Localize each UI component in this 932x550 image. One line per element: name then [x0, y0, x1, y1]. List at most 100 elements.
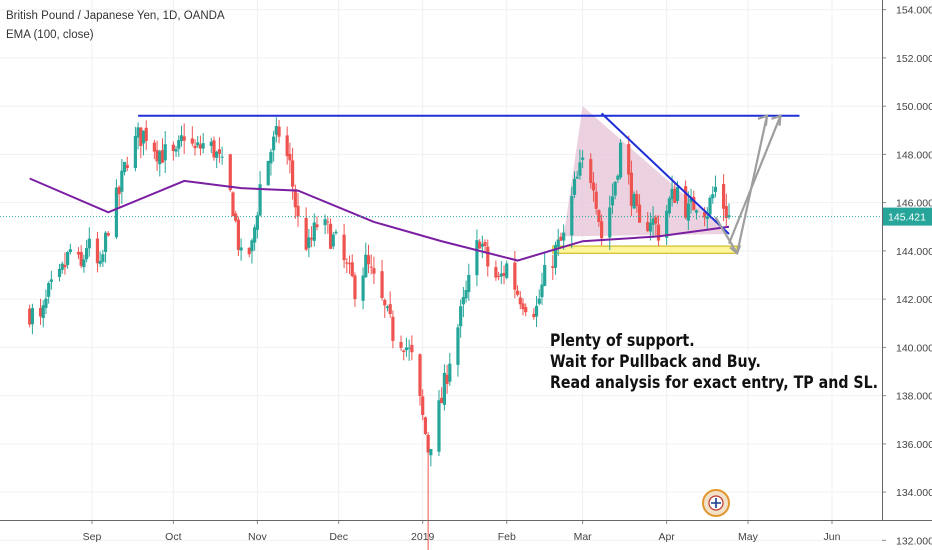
descending-trendline	[600, 112, 730, 235]
candle-body	[521, 303, 525, 310]
candle-body	[632, 193, 636, 209]
candle-body	[28, 308, 32, 325]
candle-body	[49, 279, 53, 282]
candle-body	[190, 138, 194, 144]
candle-body	[274, 126, 278, 135]
candle-body	[312, 222, 316, 241]
candle-body	[269, 151, 273, 164]
candle-body	[724, 206, 728, 219]
candle-body	[578, 162, 582, 176]
candle-body	[220, 156, 224, 158]
analysis-note: Plenty of support. Wait for Pullback and…	[550, 330, 878, 393]
candle-body	[648, 222, 652, 232]
candle-body	[296, 205, 300, 217]
candle-body	[114, 187, 119, 238]
candle-body	[247, 247, 251, 255]
candle-body	[47, 283, 51, 297]
candle-body	[158, 151, 162, 165]
ema-line	[29, 177, 730, 262]
candle-body	[44, 298, 48, 308]
candle-body	[144, 127, 148, 141]
price-tick-label: 132.000	[896, 535, 932, 547]
candle-body	[293, 189, 297, 208]
candle-body	[136, 127, 140, 138]
candle-body	[478, 241, 482, 249]
candle-body	[421, 396, 425, 416]
note-line: Wait for Pullback and Buy.	[550, 352, 761, 371]
candle-body	[597, 210, 601, 222]
candle-body	[179, 135, 184, 142]
projection-arrow	[727, 115, 782, 245]
candle-body	[689, 197, 693, 203]
candle-body	[429, 448, 433, 456]
current-price-label: 145.421	[888, 212, 926, 224]
candle-body	[410, 344, 414, 353]
candle-body	[212, 140, 216, 158]
trendlines: 145.421	[0, 112, 932, 256]
price-tick-label: 138.000	[896, 391, 932, 403]
candle-body	[694, 210, 699, 213]
candle-body	[103, 232, 108, 252]
chart-drawings	[552, 106, 738, 254]
candle-body	[388, 304, 392, 314]
arrow-head	[757, 114, 769, 126]
time-tick-label: Dec	[329, 531, 348, 543]
candle-body	[234, 213, 238, 221]
candle-body	[499, 273, 503, 277]
price-tick-label: 146.000	[896, 198, 932, 210]
price-tick-label: 142.000	[896, 294, 932, 306]
candle-body	[467, 274, 471, 293]
candle-body	[667, 198, 671, 214]
candle-body	[575, 176, 579, 179]
candle-body	[120, 170, 124, 192]
candle-body	[307, 237, 311, 248]
candle-body	[594, 191, 598, 209]
candle-body	[418, 354, 422, 397]
candle-body	[437, 400, 441, 452]
candle-body	[540, 284, 544, 298]
time-tick-label: Sep	[83, 531, 102, 543]
candle-body	[125, 164, 129, 169]
price-tick-label: 136.000	[896, 439, 932, 451]
current-price-badge	[883, 207, 932, 226]
candle-body	[651, 218, 655, 225]
candle-body	[366, 255, 371, 265]
candle-body	[475, 240, 479, 276]
candle-body	[556, 239, 560, 247]
candle-body	[629, 172, 634, 206]
candle-body	[445, 374, 449, 384]
candle-body	[63, 264, 67, 268]
candle-body	[361, 275, 365, 301]
candle-body	[524, 307, 528, 313]
candle-body	[665, 210, 669, 238]
price-tick-label: 140.000	[896, 342, 932, 354]
candle-body	[79, 251, 83, 266]
candle-body	[288, 153, 292, 161]
candle-body	[177, 140, 181, 149]
time-tick-label: Jun	[824, 531, 841, 543]
candle-body	[675, 187, 680, 201]
candle-body	[708, 197, 712, 215]
candlestick-series	[28, 117, 731, 550]
candle-body	[239, 247, 243, 251]
candle-body	[250, 240, 254, 252]
candle-body	[38, 307, 43, 317]
candle-body	[174, 149, 178, 152]
author-logo	[702, 489, 730, 517]
candle-body	[266, 160, 270, 186]
candle-body	[616, 175, 620, 180]
candle-body	[57, 268, 62, 277]
candle-body	[258, 184, 262, 216]
candle-body	[231, 192, 235, 217]
candle-body	[703, 211, 707, 218]
candle-body	[570, 195, 574, 236]
candle-body	[534, 305, 539, 317]
candle-body	[217, 149, 222, 154]
candle-body	[637, 204, 642, 223]
candle-body	[326, 221, 330, 223]
candle-body	[345, 262, 349, 264]
candle-body	[448, 363, 452, 382]
candle-body	[76, 251, 81, 255]
candle-body	[291, 160, 295, 187]
